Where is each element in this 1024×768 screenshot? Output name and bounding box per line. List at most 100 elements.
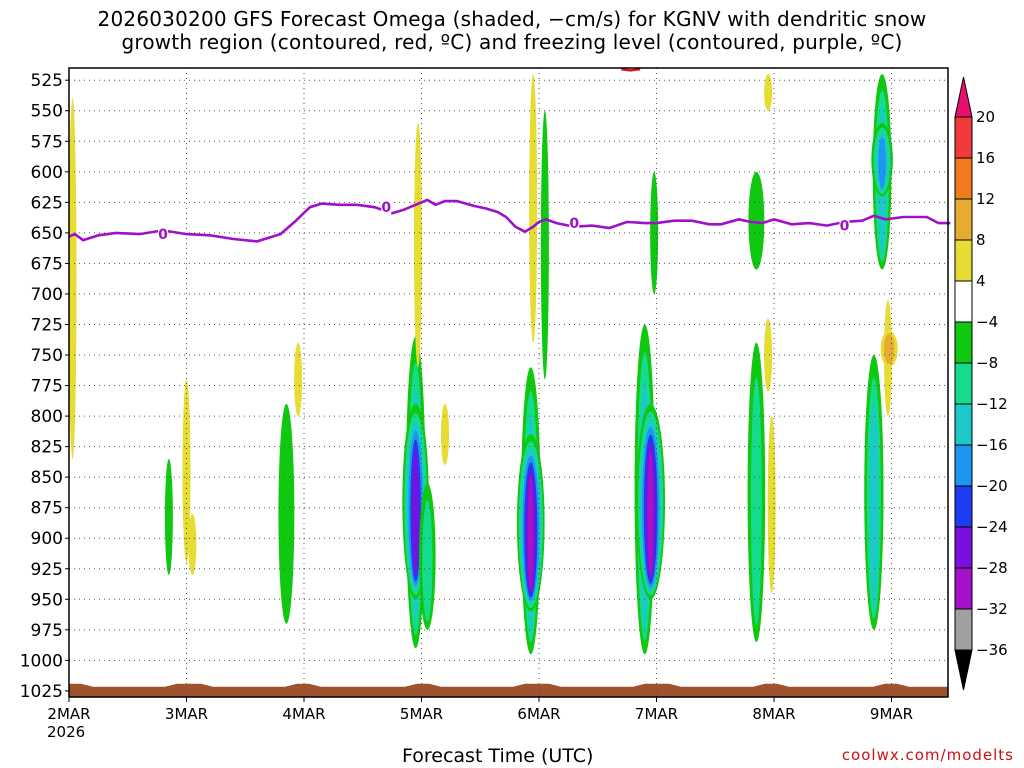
omega-region bbox=[422, 500, 433, 622]
colorbar-box bbox=[954, 280, 973, 323]
x-year-label: 2026 bbox=[47, 723, 85, 741]
colorbar-box bbox=[954, 239, 973, 282]
colorbar-box bbox=[954, 526, 973, 569]
colorbar-label: −20 bbox=[976, 477, 1008, 495]
colorbar-label: 20 bbox=[976, 108, 995, 126]
y-tick-label: 625 bbox=[31, 193, 63, 213]
contour-label-bg bbox=[839, 217, 850, 233]
x-tick-label: 9MAR bbox=[870, 705, 913, 723]
omega-region bbox=[647, 450, 654, 577]
y-tick-label: 525 bbox=[31, 71, 63, 91]
ground-fill bbox=[69, 683, 948, 697]
credit-link[interactable]: coolwx.com/modelts bbox=[841, 746, 1014, 764]
omega-region bbox=[68, 98, 77, 459]
omega-region bbox=[869, 400, 879, 607]
chart-title: 2026030200 GFS Forecast Omega (shaded, −… bbox=[0, 8, 1024, 54]
y-tick-label: 725 bbox=[31, 315, 63, 335]
omega-region bbox=[883, 333, 895, 365]
colorbar-box bbox=[954, 362, 973, 405]
freezing-level-contour bbox=[68, 198, 951, 243]
omega-region bbox=[412, 448, 419, 578]
colorbar-label: −24 bbox=[976, 518, 1008, 536]
colorbar-label: −36 bbox=[976, 641, 1008, 659]
omega-region bbox=[767, 416, 776, 594]
y-tick-label: 1000 bbox=[20, 651, 63, 671]
omega-region bbox=[413, 122, 422, 368]
omega-region bbox=[294, 342, 303, 417]
omega-shading bbox=[68, 74, 898, 655]
contours: 0 0 0 0 bbox=[68, 68, 951, 243]
colorbar-label: −28 bbox=[976, 559, 1008, 577]
chart-title-line-1: 2026030200 GFS Forecast Omega (shaded, −… bbox=[97, 7, 927, 31]
colorbar: 20 16 12 8 4 −4 −8 −12 −16 −20 −24 −28 −32 −36 bbox=[954, 76, 1008, 691]
colorbar-box bbox=[954, 116, 973, 159]
freezing-level-label: 0 bbox=[381, 200, 391, 216]
dgz-contour bbox=[621, 68, 641, 72]
colorbar-box bbox=[954, 567, 973, 610]
colorbar-box bbox=[954, 198, 973, 241]
x-tick-label: 4MAR bbox=[282, 705, 325, 723]
x-axis: 2MAR 3MAR 4MAR 5MAR 6MAR 7MAR 8MAR 9MAR 2026 bbox=[47, 697, 913, 741]
omega-region bbox=[750, 377, 762, 625]
omega-region bbox=[764, 318, 773, 392]
colorbar-box bbox=[954, 321, 973, 364]
freezing-level-label: 0 bbox=[158, 227, 168, 243]
colorbar-box bbox=[954, 157, 973, 200]
freezing-level-label: 0 bbox=[569, 216, 579, 232]
y-tick-label: 675 bbox=[31, 254, 63, 274]
y-tick-label: 700 bbox=[31, 285, 63, 305]
x-tick-label: 6MAR bbox=[517, 705, 560, 723]
y-tick-label: 850 bbox=[31, 468, 63, 488]
y-tick-label: 575 bbox=[31, 132, 63, 152]
y-tick-label: 975 bbox=[31, 621, 63, 641]
freezing-level-label: 0 bbox=[840, 219, 850, 235]
omega-region bbox=[164, 458, 173, 575]
omega-region bbox=[529, 74, 538, 343]
x-tick-label: 7MAR bbox=[635, 705, 678, 723]
y-tick-label: 925 bbox=[31, 560, 63, 580]
omega-region bbox=[748, 171, 765, 270]
y-tick-label: 750 bbox=[31, 346, 63, 366]
colorbar-label: −12 bbox=[976, 395, 1008, 413]
colorbar-box bbox=[954, 444, 973, 487]
x-axis-title: Forecast Time (UTC) bbox=[402, 745, 594, 767]
x-tick-label: 3MAR bbox=[165, 705, 208, 723]
colorbar-label: 16 bbox=[976, 149, 995, 167]
y-tick-label: 800 bbox=[31, 407, 63, 427]
y-tick-label: 950 bbox=[31, 590, 63, 610]
colorbar-box bbox=[954, 485, 973, 528]
omega-region bbox=[278, 403, 295, 624]
colorbar-box bbox=[954, 608, 973, 651]
x-tick-label: 5MAR bbox=[400, 705, 443, 723]
plot-frame bbox=[68, 67, 949, 698]
y-tick-label: 825 bbox=[31, 438, 63, 458]
colorbar-min-arrow bbox=[954, 649, 973, 691]
y-tick-label: 650 bbox=[31, 224, 63, 244]
y-tick-label: 775 bbox=[31, 377, 63, 397]
colorbar-box bbox=[954, 403, 973, 446]
colorbar-label: −16 bbox=[976, 436, 1008, 454]
omega-region bbox=[527, 476, 534, 591]
colorbar-label: −8 bbox=[976, 354, 998, 372]
contour-label-bg bbox=[158, 226, 168, 242]
colorbar-label: 4 bbox=[976, 272, 986, 290]
omega-region bbox=[878, 137, 886, 190]
y-axis: 525 550 575 600 625 650 675 700 725 750 775 800 825 8… bbox=[20, 71, 69, 702]
omega-region bbox=[188, 513, 197, 575]
grid-lines bbox=[69, 68, 948, 697]
y-tick-label: 900 bbox=[31, 529, 63, 549]
y-tick-label: 550 bbox=[31, 102, 63, 122]
y-tick-label: 875 bbox=[31, 499, 63, 519]
x-tick-label: 2MAR bbox=[47, 705, 90, 723]
colorbar-label: −32 bbox=[976, 600, 1008, 618]
ground-surface bbox=[69, 683, 948, 697]
y-tick-label: 600 bbox=[31, 163, 63, 183]
y-tick-label: 1025 bbox=[20, 682, 63, 702]
colorbar-label: 8 bbox=[976, 231, 986, 249]
contour-label-bg bbox=[569, 215, 580, 231]
colorbar-label: 12 bbox=[976, 190, 995, 208]
omega-region bbox=[764, 74, 773, 111]
chart-title-line-2: growth region (contoured, red, ºC) and f… bbox=[121, 30, 903, 54]
x-tick-label: 8MAR bbox=[752, 705, 795, 723]
